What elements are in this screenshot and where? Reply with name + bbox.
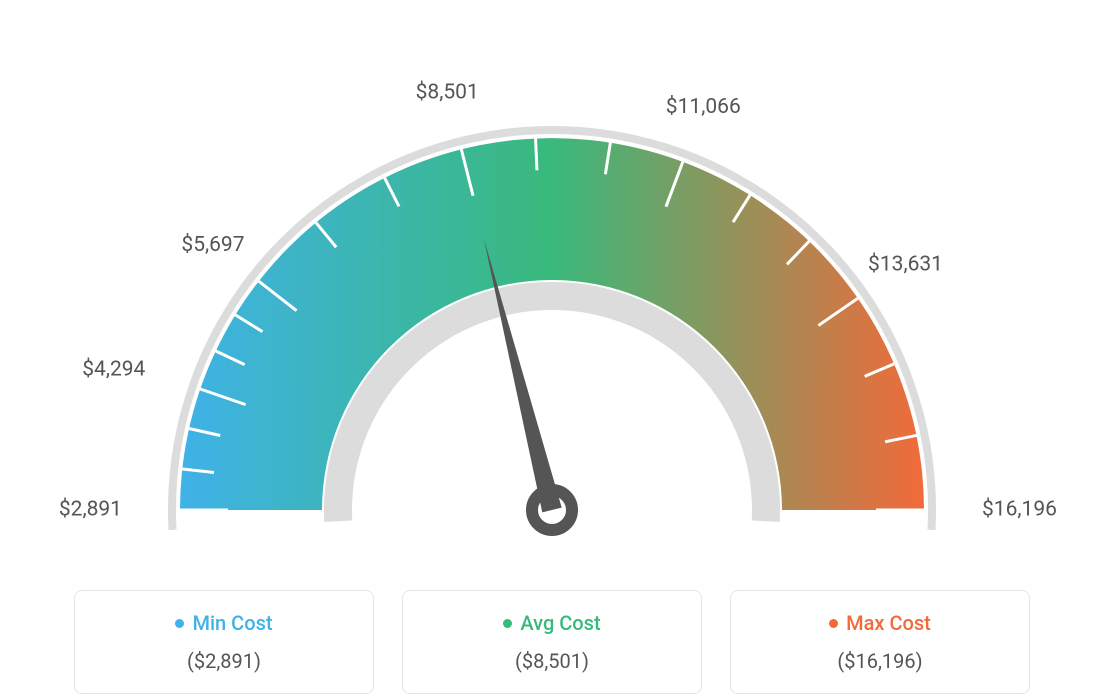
tick-label: $4,294	[82, 358, 145, 382]
tick-label: $5,697	[181, 233, 244, 257]
legend-label-min: Min Cost	[192, 611, 272, 635]
legend-title-avg: Avg Cost	[403, 611, 701, 635]
minor-tick	[536, 138, 537, 170]
tick-label: $2,891	[59, 498, 122, 522]
tick-label: $16,196	[982, 498, 1057, 522]
color-arc	[180, 138, 924, 510]
legend-value-avg: ($8,501)	[403, 649, 701, 673]
legend-card-avg: Avg Cost ($8,501)	[402, 590, 702, 694]
legend-row: Min Cost ($2,891) Avg Cost ($8,501) Max …	[40, 590, 1064, 694]
legend-title-max: Max Cost	[731, 611, 1029, 635]
legend-title-min: Min Cost	[75, 611, 373, 635]
legend-dot-avg	[503, 619, 512, 628]
gauge-svg: $2,891 $4,294 $5,697 $8,501 $11,066 $13,631 $1…	[40, 30, 1064, 560]
tick-label: $8,501	[416, 81, 479, 105]
legend-value-min: ($2,891)	[75, 649, 373, 673]
gauge-chart: $2,891 $4,294 $5,697 $8,501 $11,066 $13,631 $1…	[40, 30, 1064, 560]
legend-card-max: Max Cost ($16,196)	[730, 590, 1030, 694]
legend-card-min: Min Cost ($2,891)	[74, 590, 374, 694]
legend-label-avg: Avg Cost	[520, 611, 600, 635]
legend-dot-min	[175, 619, 184, 628]
legend-value-max: ($16,196)	[731, 649, 1029, 673]
legend-dot-max	[829, 619, 838, 628]
legend-label-max: Max Cost	[846, 611, 931, 635]
tick-label: $11,066	[666, 95, 741, 119]
tick-label: $13,631	[868, 253, 943, 277]
